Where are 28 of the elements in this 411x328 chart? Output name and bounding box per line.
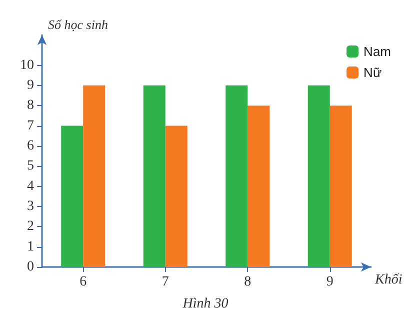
- y-tick-label: 8: [27, 98, 34, 114]
- y-tick-label: 5: [27, 158, 34, 174]
- bar: [248, 106, 270, 267]
- y-tick-label: 4: [27, 178, 34, 194]
- y-tick-label: 2: [27, 219, 34, 234]
- y-tick-label: 3: [27, 198, 34, 214]
- bar: [308, 85, 330, 267]
- y-axis-title: Số học sinh: [48, 17, 108, 32]
- bar: [61, 126, 84, 267]
- x-tick-label: 8: [244, 274, 252, 290]
- text: Hình 30: [182, 296, 228, 312]
- y-tick-label: 9: [27, 78, 34, 93]
- bar: [143, 85, 166, 267]
- y-tick-label: 10: [20, 58, 34, 73]
- y-tick-label: 7: [27, 118, 34, 134]
- bar: [226, 85, 248, 267]
- x-tick-label: 7: [162, 274, 169, 290]
- y-tick-label: 0: [27, 260, 34, 274]
- y-tick-label: 6: [27, 138, 34, 154]
- bar: [83, 85, 106, 267]
- legend-label: Nam: [364, 44, 392, 59]
- x-tick-label: 9: [326, 274, 334, 290]
- bar: [165, 126, 188, 267]
- y-tick-label: 1: [27, 239, 34, 254]
- x-tick-label: 6: [80, 274, 87, 290]
- legend-label: Nữ: [364, 65, 382, 80]
- x-axis-title: Khối: [374, 272, 402, 288]
- bar: [330, 106, 352, 267]
